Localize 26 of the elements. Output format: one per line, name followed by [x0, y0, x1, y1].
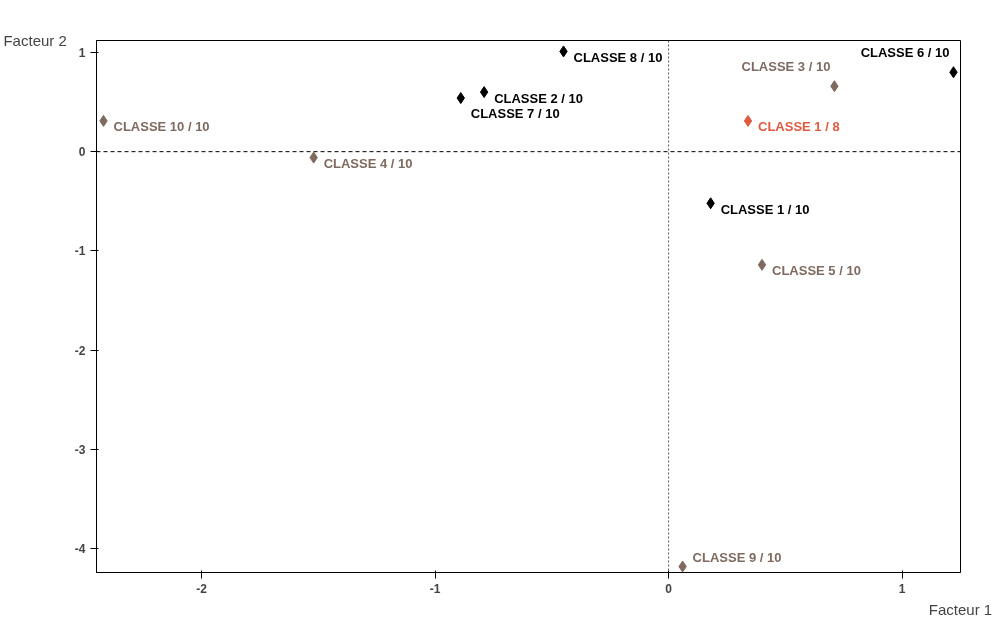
data-label: CLASSE 10 / 10: [113, 119, 210, 135]
data-label: CLASSE 1 / 10: [720, 201, 810, 217]
x-axis-title: Facteur 1: [928, 600, 993, 618]
y-tick-label: -3: [74, 442, 86, 457]
data-label: CLASSE 8 / 10: [573, 49, 663, 65]
point: [743, 114, 753, 127]
point: [757, 258, 767, 271]
x-tick-label: -1: [429, 581, 441, 596]
data-label: CLASSE 6 / 10: [860, 45, 950, 61]
y-tick-label: -1: [74, 244, 86, 259]
data-label: CLASSE 2 / 10: [494, 90, 584, 106]
y-tick-label: 1: [78, 45, 86, 60]
data-label: CLASSE 9 / 10: [692, 549, 782, 565]
x-tick-label: -2: [196, 581, 208, 596]
point: [479, 86, 489, 99]
y-axis-title: Facteur 2: [3, 32, 67, 49]
y-tick-label: -4: [74, 542, 86, 557]
x-tick-label: 0: [665, 581, 673, 596]
data-label: CLASSE 1 / 8: [758, 119, 840, 135]
x-tick-label: 1: [898, 581, 906, 596]
y-tick-label: -2: [74, 343, 86, 358]
y-tick-label: 0: [78, 145, 86, 160]
data-label: CLASSE 7 / 10: [470, 106, 560, 122]
data-label: CLASSE 5 / 10: [772, 263, 861, 279]
data-label: CLASSE 4 / 10: [323, 156, 413, 172]
data-label: CLASSE 3 / 10: [741, 59, 831, 75]
